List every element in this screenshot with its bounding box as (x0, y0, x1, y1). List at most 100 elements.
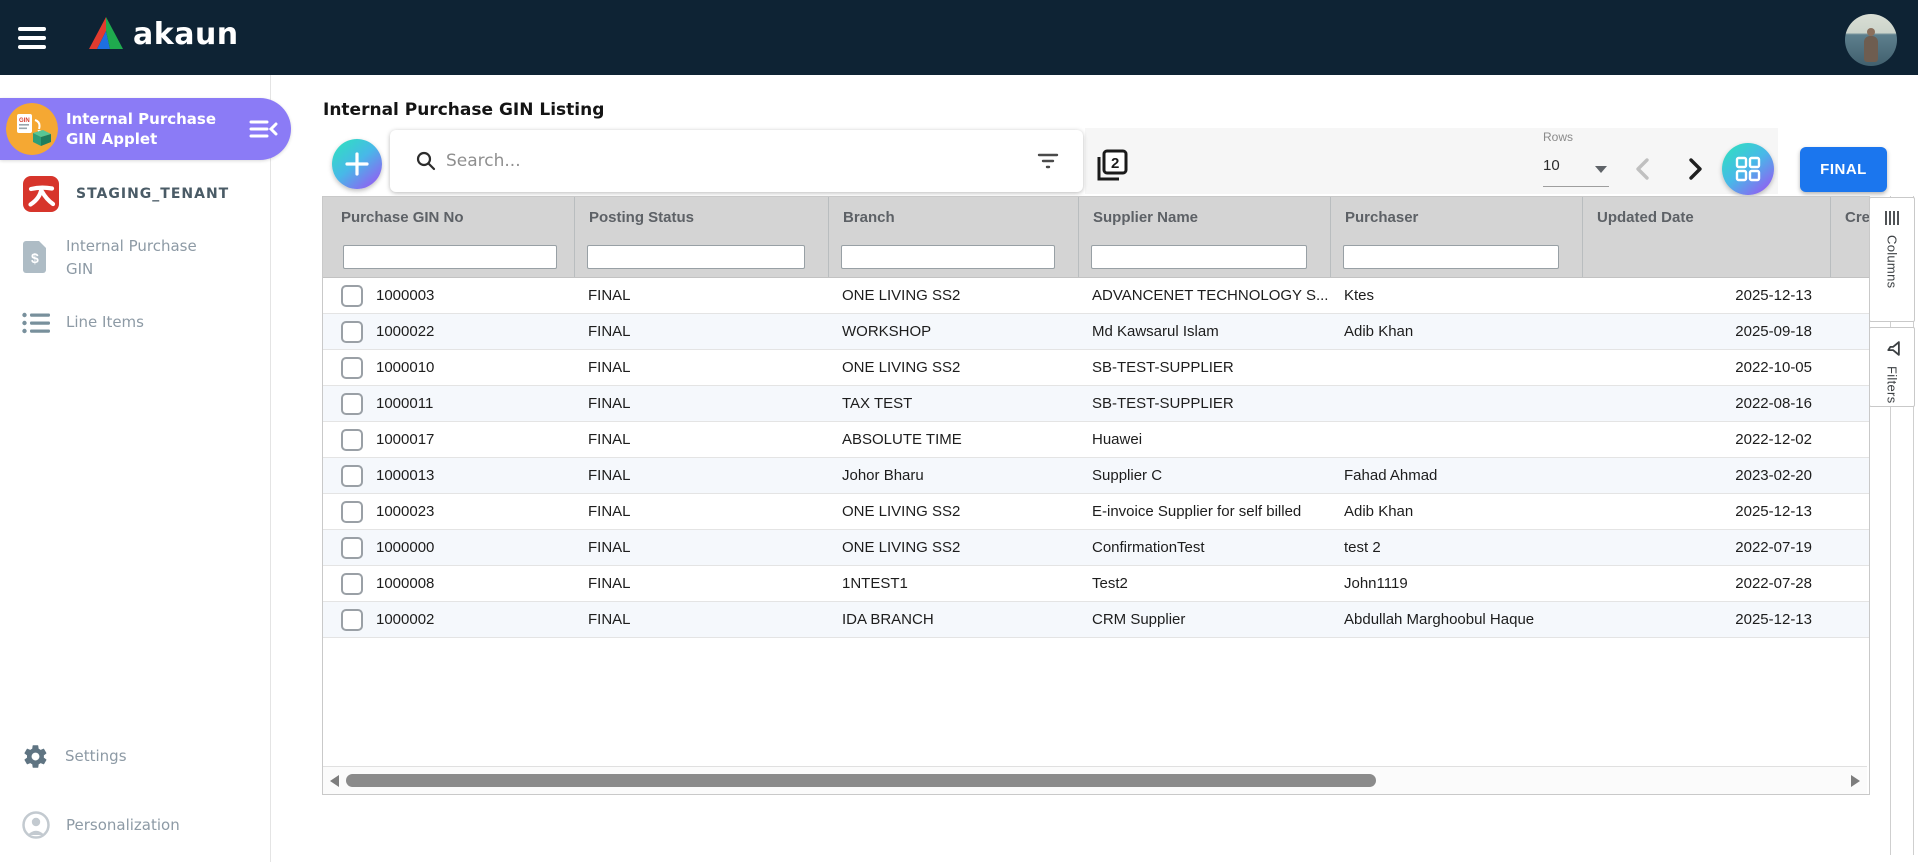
sidebar-item-line-items[interactable]: Line Items (0, 311, 144, 334)
rows-per-page-select[interactable]: 10 (1543, 152, 1609, 187)
table-row[interactable]: 1000002 FINAL IDA BRANCH CRM Supplier Abdull… (323, 602, 1869, 638)
column-filter-input[interactable] (587, 245, 805, 269)
row-checkbox[interactable] (341, 500, 363, 523)
scrollbar-thumb[interactable] (346, 774, 1376, 787)
sidebar: GIN Internal Purchase GIN Applet (0, 75, 291, 862)
scroll-left-icon[interactable] (330, 775, 339, 787)
cell-branch: IDA BRANCH (842, 611, 934, 628)
cell-extra (1830, 314, 1869, 349)
table-row[interactable]: 1000017 FINAL ABSOLUTE TIME Huawei 2022-12-0… (323, 422, 1869, 458)
cell-supplier: SB-TEST-SUPPLIER (1092, 359, 1234, 376)
collapse-sidebar-icon[interactable] (247, 115, 279, 143)
cell-gin_no: 1000013 (323, 458, 574, 493)
brand-name: akaun (133, 16, 239, 52)
cell-supplier: Test2 (1092, 575, 1128, 592)
tab-label: Columns (1884, 235, 1900, 289)
tenant-icon (23, 176, 59, 212)
sidebar-item-internal-purchase-gin[interactable]: $ Internal Purchase GIN (0, 235, 226, 281)
sidebar-item-settings[interactable]: Settings (0, 743, 127, 770)
tab-columns[interactable]: Columns (1869, 197, 1915, 322)
row-checkbox[interactable] (341, 572, 363, 595)
cell-extra (1830, 350, 1869, 385)
table-body: 1000003 FINAL ONE LIVING SS2 ADVANCENET TEC… (323, 278, 1869, 638)
column-header[interactable]: Posting Status (574, 197, 828, 237)
next-page-button[interactable] (1682, 156, 1708, 182)
column-filter-cell (1830, 237, 1869, 277)
cell-extra (1830, 458, 1869, 493)
filter-list-icon[interactable] (1037, 152, 1059, 170)
cell-posting_status: FINAL (588, 287, 631, 304)
table-row[interactable]: 1000023 FINAL ONE LIVING SS2 E-invoice Supp… (323, 494, 1869, 530)
column-filter-cell (1078, 237, 1330, 277)
row-checkbox[interactable] (341, 320, 363, 343)
cell-gin_no: 1000023 (323, 494, 574, 529)
add-record-button[interactable] (332, 139, 382, 189)
row-checkbox[interactable] (341, 284, 363, 307)
cell-purchaser (1330, 422, 1582, 457)
cell-updated: 2022-10-05 (1735, 359, 1812, 376)
applet-header[interactable]: GIN Internal Purchase GIN Applet (0, 98, 291, 160)
row-checkbox[interactable] (341, 536, 363, 559)
line-items-icon (22, 312, 50, 333)
cell-branch: ONE LIVING SS2 (842, 287, 961, 304)
column-header[interactable]: Supplier Name (1078, 197, 1330, 237)
search-bar (390, 130, 1083, 192)
cell-purchaser (1330, 386, 1582, 421)
filter-count-icon[interactable]: 2 (1093, 147, 1131, 187)
column-header[interactable]: Purchase GIN No (341, 208, 464, 226)
cell-updated: 2022-07-28 (1735, 575, 1812, 592)
column-filter-input[interactable] (1343, 245, 1559, 269)
row-checkbox[interactable] (341, 428, 363, 451)
cell-posting_status: FINAL (588, 431, 631, 448)
table-row[interactable]: 1000008 FINAL 1NTEST1 Test2 John1119 2022-07-… (323, 566, 1869, 602)
cell-extra (1830, 278, 1869, 313)
cell-posting_status: FINAL (588, 611, 631, 628)
scroll-right-icon[interactable] (1851, 775, 1860, 787)
cell-branch: ONE LIVING SS2 (842, 359, 961, 376)
row-checkbox[interactable] (341, 356, 363, 379)
cell-extra (1830, 386, 1869, 421)
person-icon (22, 811, 50, 839)
horizontal-scrollbar[interactable] (323, 766, 1867, 794)
column-filter-input[interactable] (841, 245, 1055, 269)
cell-purchaser: Fahad Ahmad (1344, 467, 1438, 484)
cell-updated: 2025-12-13 (1735, 611, 1812, 628)
column-filter-input[interactable] (1091, 245, 1307, 269)
search-input[interactable] (444, 150, 1037, 172)
column-filter-input[interactable] (343, 245, 557, 269)
cell-purchaser: Ktes (1344, 287, 1375, 304)
user-avatar[interactable] (1845, 14, 1897, 66)
tab-filters[interactable]: Filters (1869, 327, 1915, 407)
row-checkbox[interactable] (341, 392, 363, 415)
table-row[interactable]: 1000003 FINAL ONE LIVING SS2 ADVANCENET TEC… (323, 278, 1869, 314)
grid-view-button[interactable] (1722, 143, 1774, 195)
cell-posting_status: FINAL (588, 575, 631, 592)
column-header[interactable]: Branch (828, 197, 1078, 237)
row-checkbox[interactable] (341, 608, 363, 631)
cell-gin_no: 1000010 (323, 350, 574, 385)
column-header[interactable]: Updated Date (1582, 197, 1830, 237)
cell-gin_no: 1000011 (323, 386, 574, 421)
cell-posting_status: FINAL (588, 395, 631, 412)
cell-posting_status: FINAL (588, 467, 631, 484)
cell-extra (1830, 566, 1869, 601)
sidebar-item-tenant[interactable]: STAGING_TENANT (0, 175, 229, 213)
table-row[interactable]: 1000000 FINAL ONE LIVING SS2 ConfirmationTe… (323, 530, 1869, 566)
cell-updated: 2022-08-16 (1735, 395, 1812, 412)
column-header[interactable]: Purchaser (1330, 197, 1582, 237)
table-header-row: Purchase GIN No Posting Status Branch Suppl… (323, 197, 1869, 237)
previous-page-button[interactable] (1630, 156, 1656, 182)
cell-gin_no: 1000022 (323, 314, 574, 349)
cell-purchaser: Adib Khan (1344, 503, 1414, 520)
table-row[interactable]: 1000010 FINAL ONE LIVING SS2 SB-TEST-SUPPLI… (323, 350, 1869, 386)
column-header[interactable]: Crea (1830, 197, 1869, 237)
table-row[interactable]: 1000022 FINAL WORKSHOP Md Kawsarul Islam Adi… (323, 314, 1869, 350)
sidebar-item-personalization[interactable]: Personalization (0, 811, 180, 839)
final-status-button[interactable]: FINAL (1800, 147, 1887, 192)
menu-icon[interactable] (18, 22, 54, 54)
row-checkbox[interactable] (341, 464, 363, 487)
table-row[interactable]: 1000013 FINAL Johor Bharu Supplier C Fahad A… (323, 458, 1869, 494)
cell-branch: ABSOLUTE TIME (842, 431, 962, 448)
cell-gin_no: 1000002 (323, 602, 574, 637)
table-row[interactable]: 1000011 FINAL TAX TEST SB-TEST-SUPPLIER 2022… (323, 386, 1869, 422)
